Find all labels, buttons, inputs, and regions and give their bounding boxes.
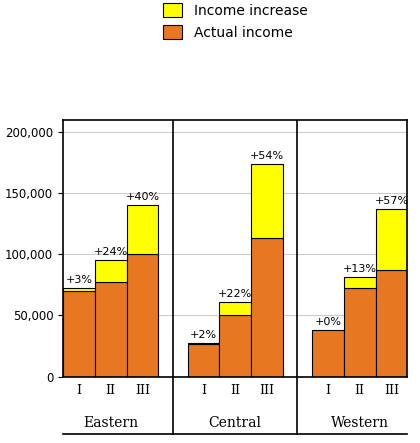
Text: +54%: +54% bbox=[250, 151, 284, 160]
Bar bbox=[344, 277, 375, 288]
Bar bbox=[187, 343, 219, 377]
Bar bbox=[126, 205, 158, 254]
Bar bbox=[312, 330, 344, 377]
Bar bbox=[375, 270, 407, 377]
Bar bbox=[95, 260, 126, 282]
Legend: Income increase, Actual income: Income increase, Actual income bbox=[163, 3, 307, 40]
Text: Western: Western bbox=[331, 416, 389, 431]
Bar bbox=[63, 291, 95, 377]
Bar bbox=[63, 288, 95, 291]
Bar bbox=[344, 288, 375, 377]
Text: +3%: +3% bbox=[66, 275, 92, 285]
Bar bbox=[219, 302, 251, 315]
Text: Eastern: Eastern bbox=[83, 416, 138, 431]
Bar bbox=[219, 315, 251, 377]
Text: +2%: +2% bbox=[190, 330, 217, 340]
Text: +24%: +24% bbox=[94, 247, 128, 256]
Text: +13%: +13% bbox=[343, 264, 377, 274]
Bar bbox=[251, 238, 283, 377]
Bar bbox=[95, 282, 126, 377]
Bar bbox=[126, 254, 158, 377]
Bar bbox=[251, 163, 283, 238]
Text: Central: Central bbox=[209, 416, 262, 431]
Text: +0%: +0% bbox=[315, 317, 341, 327]
Text: +57%: +57% bbox=[375, 196, 409, 206]
Text: +22%: +22% bbox=[218, 289, 252, 299]
Text: +40%: +40% bbox=[126, 192, 160, 202]
Bar bbox=[375, 210, 407, 270]
